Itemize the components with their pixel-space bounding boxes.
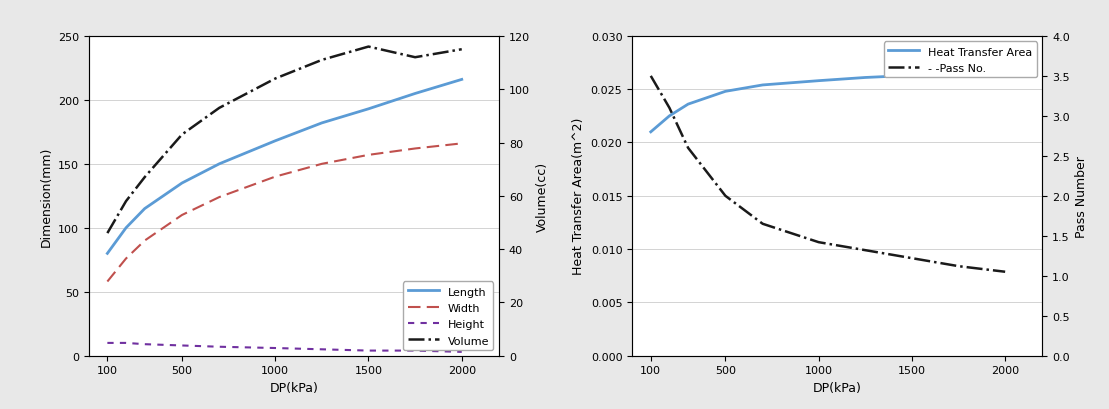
Y-axis label: Heat Transfer Area(m^2): Heat Transfer Area(m^2) [572,118,586,275]
Volume [455,47,468,52]
Heat Transfer Area [858,76,872,81]
Legend: Length, Width, Height, Volume: Length, Width, Height, Volume [403,282,494,350]
Length [455,78,468,83]
Width [455,142,468,146]
Volume [315,58,328,63]
Volume [268,77,282,82]
Length [138,207,151,211]
Volume [175,133,189,137]
Legend: Heat Transfer Area, - -Pass No.: Heat Transfer Area, - -Pass No. [884,43,1037,78]
- -Pass No. [998,270,1011,274]
Length [120,226,133,231]
- -Pass No. [756,222,770,227]
- -Pass No. [858,248,872,253]
Height [362,348,375,353]
Width [315,162,328,167]
Heat Transfer Area [812,79,825,84]
Width [268,175,282,180]
X-axis label: DP(kPa): DP(kPa) [269,381,318,394]
Height [101,341,114,346]
- -Pass No. [681,146,694,151]
Heat Transfer Area [905,74,918,79]
Line: Width: Width [108,144,461,282]
Line: Volume: Volume [108,47,461,234]
Line: - -Pass No.: - -Pass No. [651,77,1005,272]
Width [408,147,421,152]
Height [268,346,282,351]
Width [120,256,133,261]
- -Pass No. [719,194,732,199]
- -Pass No. [644,74,658,79]
- -Pass No. [663,106,676,111]
Width [175,213,189,218]
Length [408,92,421,97]
Width [213,195,226,200]
- -Pass No. [905,256,918,261]
Width [101,279,114,284]
Heat Transfer Area [719,90,732,94]
Heat Transfer Area [998,68,1011,73]
Heat Transfer Area [756,83,770,88]
Volume [362,45,375,50]
- -Pass No. [952,264,965,269]
Volume [120,199,133,204]
Line: Height: Height [108,343,461,352]
Heat Transfer Area [952,72,965,76]
Width [138,238,151,243]
Line: Length: Length [108,80,461,254]
X-axis label: DP(kPa): DP(kPa) [813,381,862,394]
Volume [101,231,114,236]
Heat Transfer Area [663,114,676,119]
Volume [408,56,421,61]
Height [175,343,189,348]
Length [101,251,114,256]
Volume [138,175,151,180]
Width [362,153,375,158]
Heat Transfer Area [681,102,694,107]
Length [362,107,375,112]
Volume [213,106,226,111]
Height [408,348,421,353]
Y-axis label: Dimension(mm): Dimension(mm) [39,146,52,246]
Height [213,344,226,349]
Height [315,347,328,352]
Line: Heat Transfer Area: Heat Transfer Area [651,71,1005,133]
- -Pass No. [812,240,825,245]
Height [120,341,133,346]
Y-axis label: Volume(cc): Volume(cc) [536,161,549,231]
Length [175,181,189,186]
Y-axis label: Pass Number: Pass Number [1076,155,1089,237]
Length [268,139,282,144]
Length [213,162,226,167]
Length [315,121,328,126]
Height [138,342,151,347]
Height [455,350,468,355]
Heat Transfer Area [644,130,658,135]
